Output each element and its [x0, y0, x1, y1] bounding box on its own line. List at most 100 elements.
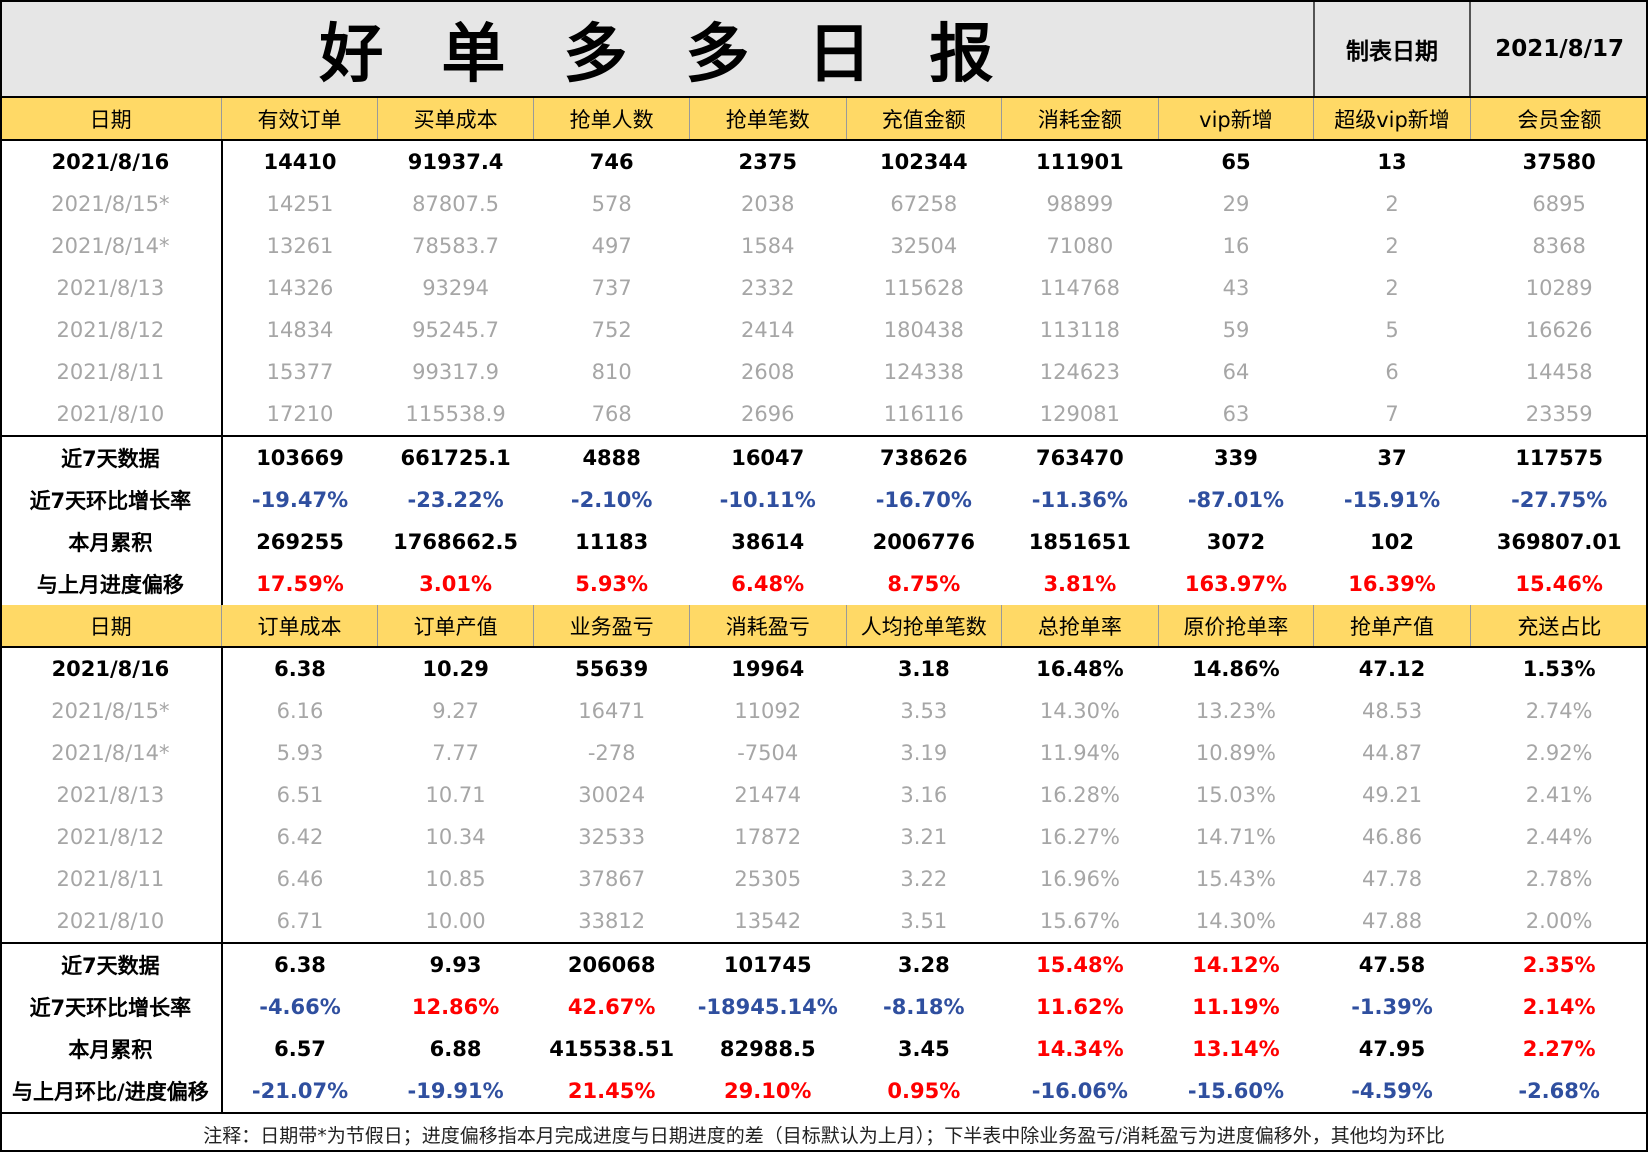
lower-data-cell: 15.43%: [1195, 867, 1276, 891]
upper-data-cell: 98899: [1046, 192, 1114, 216]
upper-column-header: 日期: [0, 97, 223, 141]
lower-data-cell: 21474: [734, 783, 802, 807]
lower-table-row: 本月累积 6.57 6.88 415538.51 82988.5 3.45 14.34% 13…: [0, 1028, 1648, 1070]
lower-data-cell: -8.18%: [883, 995, 965, 1019]
lower-table-row: 2021/8/10 6.71 10.00 33812 13542 3.51 15.67% 14…: [0, 900, 1648, 943]
lower-data-cell: 6.38: [221, 942, 378, 986]
upper-data-cell: 14834: [266, 318, 334, 342]
lower-table-row: 2021/8/14* 5.93 7.77 -278 -7504 3.19 11.94% 10.…: [0, 732, 1648, 774]
upper-table-row: 2021/8/11 15377 99317.9 810 2608 124338 124623…: [0, 351, 1648, 393]
lower-row-label: 2021/8/11: [0, 858, 223, 900]
upper-data-cell: 737: [591, 276, 632, 300]
lower-data-cell: 14.34%: [1036, 1037, 1124, 1061]
upper-data-cell: 15377: [266, 360, 334, 384]
lower-data-cell: 0.95%: [887, 1079, 961, 1103]
upper-data-cell: 111901: [1036, 150, 1124, 174]
upper-data-cell: 17210: [266, 402, 334, 426]
upper-data-cell: 3072: [1206, 530, 1266, 554]
upper-table-row: 2021/8/13 14326 93294 737 2332 115628 114768 43…: [0, 267, 1648, 309]
upper-data-cell: 752: [591, 318, 632, 342]
upper-table-row: 2021/8/16 14410 91937.4 746 2375 102344 111901…: [0, 140, 1648, 183]
upper-data-cell: -87.01%: [1187, 488, 1285, 512]
lower-data-cell: 14.30%: [1195, 909, 1276, 933]
lower-data-cell: -2.68%: [1518, 1079, 1600, 1103]
lower-data-cell: 16.48%: [1036, 657, 1124, 681]
lower-data-cell: 16.27%: [1039, 825, 1120, 849]
upper-table-row: 2021/8/12 14834 95245.7 752 2414 180438 113118…: [0, 309, 1648, 351]
lower-data-cell: 25305: [734, 867, 802, 891]
lower-data-cell: 29.10%: [724, 1079, 812, 1103]
upper-data-cell: 43: [1222, 276, 1250, 300]
upper-data-cell: 661725.1: [377, 435, 534, 479]
upper-data-cell: -10.11%: [719, 488, 816, 512]
lower-column-header: 订单成本: [221, 605, 378, 648]
upper-data-cell: 16047: [689, 435, 847, 479]
lower-column-header: 充送占比: [1470, 605, 1648, 648]
upper-data-cell: -11.36%: [1031, 488, 1128, 512]
upper-row-label: 与上月进度偏移: [0, 563, 223, 605]
lower-data-cell: -19.91%: [407, 1079, 504, 1103]
upper-data-cell: 4888: [533, 435, 690, 479]
lower-data-cell: 11092: [734, 699, 802, 723]
upper-data-cell: 38614: [731, 530, 805, 554]
lower-row-label: 2021/8/13: [0, 774, 223, 816]
lower-data-cell: 46.86: [1361, 825, 1423, 849]
lower-data-cell: 47.12: [1358, 657, 1426, 681]
lower-data-cell: 37867: [578, 867, 646, 891]
lower-row-label: 2021/8/16: [0, 647, 223, 690]
upper-data-cell: 16: [1222, 234, 1250, 258]
upper-data-cell: -19.47%: [251, 488, 349, 512]
upper-data-cell: 2: [1385, 192, 1399, 216]
lower-data-cell: 3.18: [897, 657, 950, 681]
upper-data-cell: 14251: [266, 192, 334, 216]
lower-data-cell: 6.88: [429, 1037, 482, 1061]
lower-data-cell: 101745: [689, 942, 847, 986]
lower-data-cell: 15.48%: [1001, 942, 1159, 986]
lower-data-cell: 10.34: [425, 825, 486, 849]
upper-data-cell: 2696: [741, 402, 795, 426]
upper-row-label: 近7天数据: [0, 435, 223, 479]
upper-data-cell: 64: [1222, 360, 1250, 384]
lower-data-cell: 16471: [578, 699, 646, 723]
upper-table-row: 与上月进度偏移 17.59% 3.01% 5.93% 6.48% 8.75% 3.81% 16…: [0, 563, 1648, 605]
upper-data-cell: 738626: [846, 435, 1002, 479]
upper-column-header: 充值金额: [846, 97, 1003, 141]
lower-data-cell: 47.78: [1361, 867, 1423, 891]
lower-column-header: 消耗盈亏: [689, 605, 847, 648]
lower-data-cell: 21.45%: [567, 1079, 656, 1103]
lower-data-cell: 6.16: [276, 699, 324, 723]
lower-column-header: 订单产值: [377, 605, 535, 648]
upper-data-cell: 2608: [741, 360, 795, 384]
lower-data-cell: 13.14%: [1192, 1037, 1280, 1061]
upper-data-cell: 32504: [890, 234, 958, 258]
lower-column-header: 业务盈亏: [533, 605, 690, 648]
upper-data-cell: 17.59%: [256, 572, 344, 596]
lower-row-label: 本月累积: [0, 1028, 223, 1070]
upper-data-cell: 59: [1222, 318, 1250, 342]
lower-column-header: 原价抢单率: [1158, 605, 1315, 648]
lower-data-cell: 47.95: [1358, 1037, 1426, 1061]
upper-data-cell: 16.39%: [1348, 572, 1436, 596]
lower-data-cell: 15.67%: [1039, 909, 1120, 933]
upper-data-cell: 2: [1385, 234, 1399, 258]
lower-table-row: 近7天环比增长率 -4.66% 12.86% 42.67% -18945.14% -8.1…: [0, 986, 1648, 1028]
upper-table-row: 近7天数据 103669 661725.1 4888 16047 738626 763470…: [0, 435, 1648, 479]
lower-data-cell: -21.07%: [251, 1079, 349, 1103]
lower-data-cell: 32533: [578, 825, 646, 849]
upper-row-label: 近7天环比增长率: [0, 479, 223, 521]
upper-data-cell: 8.75%: [887, 572, 961, 596]
lower-data-cell: 3.22: [900, 867, 948, 891]
lower-data-cell: 3.19: [900, 741, 948, 765]
upper-data-cell: 339: [1158, 435, 1314, 479]
lower-data-cell: 15.03%: [1195, 783, 1276, 807]
lower-data-cell: 12.86%: [411, 995, 500, 1019]
lower-row-label: 近7天数据: [0, 942, 223, 986]
made-date-label: 制表日期: [1312, 0, 1471, 98]
lower-data-cell: 14.71%: [1195, 825, 1276, 849]
upper-data-cell: 180438: [883, 318, 964, 342]
lower-data-cell: 10.71: [425, 783, 486, 807]
lower-data-cell: -7504: [737, 741, 799, 765]
upper-data-cell: 102344: [879, 150, 968, 174]
